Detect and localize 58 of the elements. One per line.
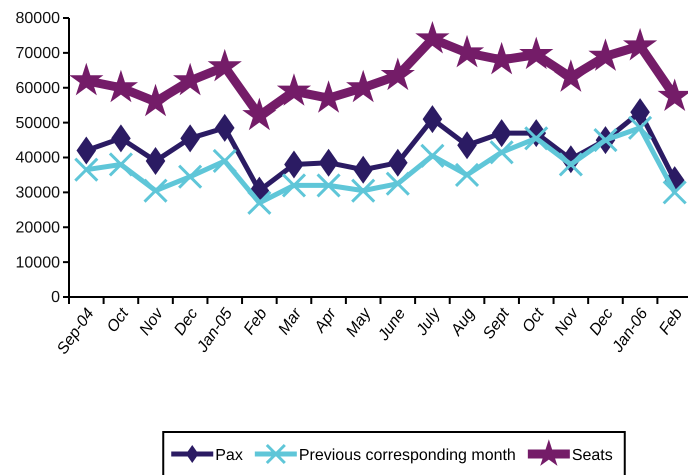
- point: [519, 36, 554, 70]
- point: [554, 59, 588, 92]
- point: [212, 148, 238, 174]
- x-tick-label: Oct: [104, 305, 133, 336]
- point: [489, 140, 514, 165]
- point: [281, 172, 306, 198]
- point: [146, 146, 166, 175]
- point: [385, 171, 410, 196]
- x-tick-label: Feb: [240, 305, 271, 338]
- y-tick-label: 20000: [16, 219, 60, 236]
- y-tick-label: 30000: [16, 184, 60, 202]
- y-tick-label: 40000: [16, 150, 60, 167]
- point: [316, 172, 342, 198]
- point: [422, 105, 442, 134]
- point: [242, 98, 276, 130]
- point: [180, 124, 200, 152]
- x-tick-label: Dec: [586, 306, 617, 339]
- point: [111, 124, 131, 152]
- point: [318, 148, 338, 177]
- point: [74, 157, 99, 182]
- point: [276, 73, 312, 106]
- point: [454, 162, 480, 188]
- point: [69, 62, 104, 96]
- point: [524, 126, 549, 151]
- legend-label: Pax: [215, 447, 243, 464]
- point: [492, 119, 512, 148]
- point: [178, 164, 203, 190]
- point: [388, 148, 408, 177]
- point: [350, 178, 376, 204]
- point: [380, 58, 415, 90]
- point: [628, 115, 653, 140]
- point: [214, 114, 235, 142]
- point: [420, 143, 445, 168]
- point: [143, 178, 168, 204]
- y-tick-label: 60000: [16, 80, 60, 97]
- point: [246, 190, 272, 216]
- legend-label: Previous corresponding month: [298, 447, 516, 464]
- point: [76, 136, 96, 165]
- point: [284, 150, 304, 178]
- y-tick-label: 50000: [16, 114, 60, 132]
- point: [558, 152, 584, 177]
- point: [662, 180, 688, 205]
- x-tick-label: Feb: [656, 305, 686, 338]
- x-tick-label: Oct: [519, 305, 548, 336]
- point: [108, 152, 134, 177]
- point: [622, 28, 658, 60]
- point: [457, 131, 477, 160]
- legend-label: Seats: [572, 447, 613, 464]
- point: [415, 20, 450, 54]
- point: [353, 156, 373, 184]
- x-tick-label: Dec: [171, 306, 202, 339]
- y-tick-label: 0: [51, 289, 60, 306]
- y-tick-label: 10000: [16, 254, 60, 272]
- y-tick-label: 70000: [16, 44, 60, 62]
- point: [630, 98, 650, 126]
- y-tick-label: 80000: [16, 10, 60, 28]
- x-tick-label: Apr: [311, 305, 340, 337]
- point: [208, 48, 242, 82]
